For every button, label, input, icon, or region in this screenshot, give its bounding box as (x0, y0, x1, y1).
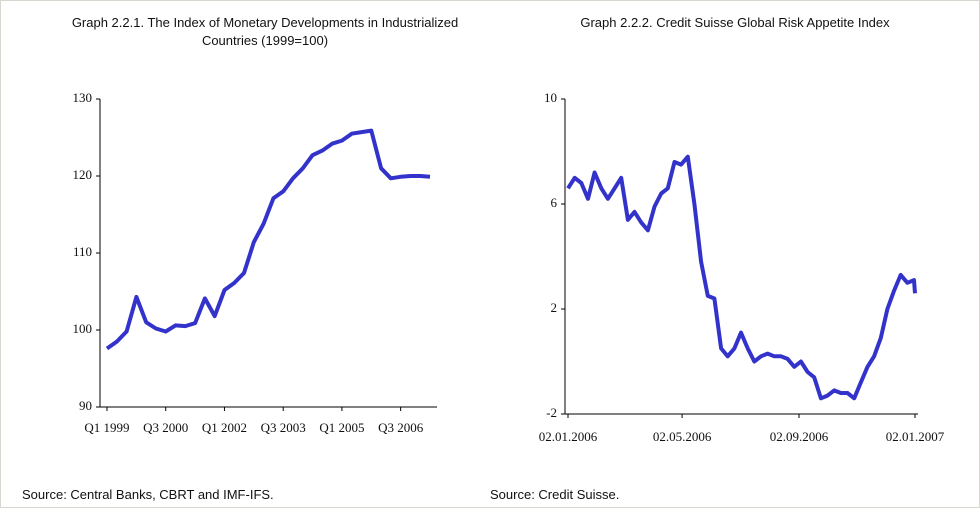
series-line (566, 154, 917, 401)
x-tick-label: Q3 2003 (261, 420, 306, 435)
x-tick-label: 02.05.2006 (653, 429, 712, 444)
x-tick-label: 02.01.2007 (886, 429, 945, 444)
x-tick-label: Q3 2000 (143, 420, 188, 435)
y-tick-label: 120 (73, 167, 93, 182)
x-tick-label: 02.01.2006 (539, 429, 598, 444)
y-tick-label: -2 (546, 405, 557, 420)
y-tick-label: 10 (544, 90, 557, 105)
x-tick-label: Q1 2002 (202, 420, 247, 435)
x-tick-label: Q1 1999 (84, 420, 129, 435)
y-tick-label: 6 (551, 195, 558, 210)
x-tick-label: Q3 2006 (378, 420, 424, 435)
x-tick-label: Q1 2005 (319, 420, 364, 435)
y-tick-label: 2 (551, 300, 558, 315)
x-tick-label: 02.09.2006 (770, 429, 829, 444)
source: Source: Credit Suisse. (490, 487, 620, 502)
source: Source: Central Banks, CBRT and IMF-IFS. (22, 487, 274, 502)
chart-title: Graph 2.2.1. The Index of Monetary Devel… (71, 15, 459, 48)
chart-title: Graph 2.2.2. Credit Suisse Global Risk A… (580, 15, 890, 30)
y-tick-label: 130 (73, 90, 93, 105)
y-tick-label: 90 (79, 398, 92, 413)
series-line (105, 128, 431, 351)
y-tick-label: 100 (73, 321, 93, 336)
y-tick-label: 110 (73, 244, 92, 259)
